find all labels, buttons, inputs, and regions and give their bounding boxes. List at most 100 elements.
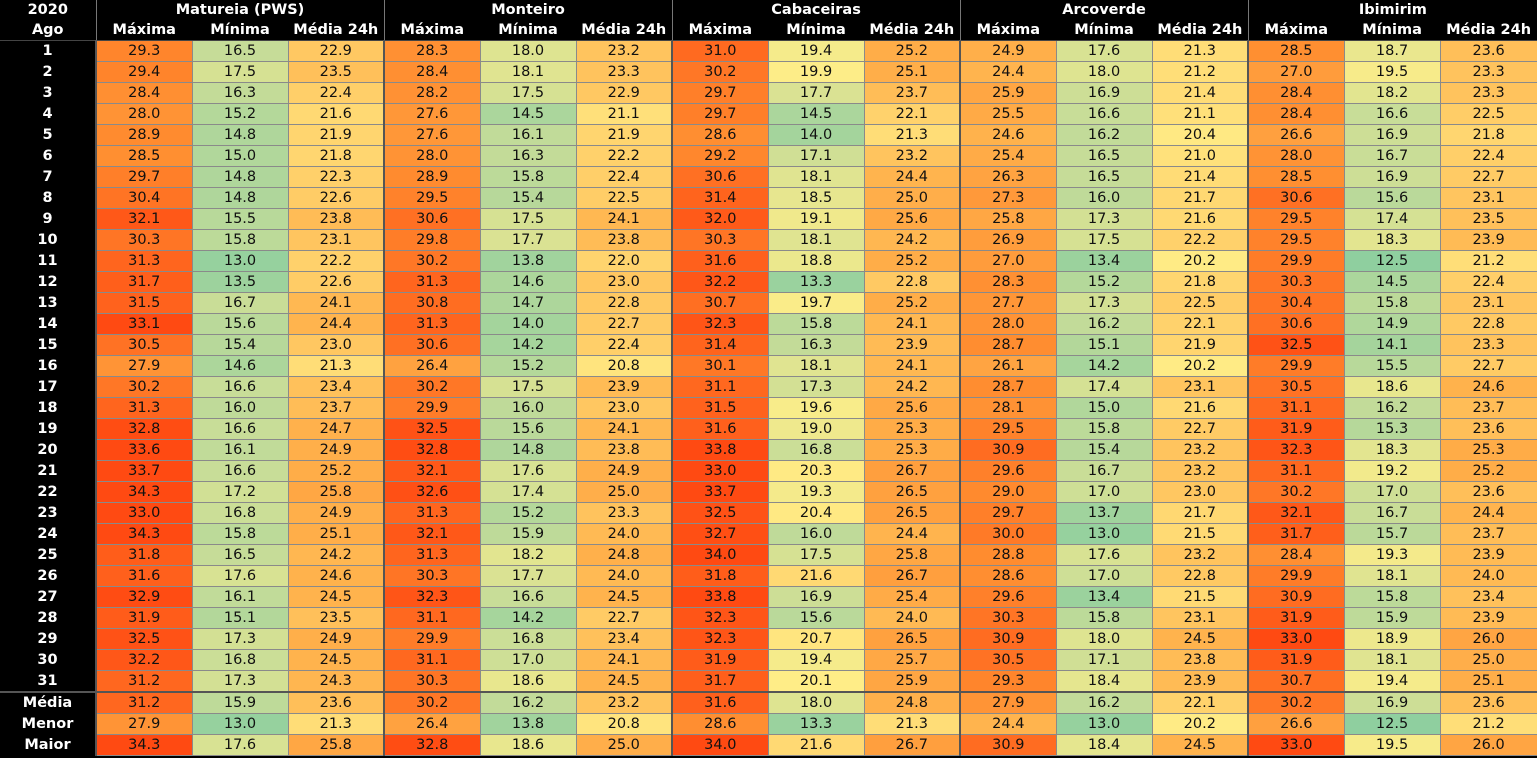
metric-header-cabaceiras-media-24h: Média 24h bbox=[864, 20, 961, 41]
heat-cell-ibimirim-media-24h: 23.9 bbox=[1439, 544, 1537, 566]
station-header-row: 2020 Matureia (PWS) Monteiro Cabaceiras … bbox=[0, 0, 1537, 20]
heat-cell-ibimirim-minima: 14.9 bbox=[1343, 313, 1441, 335]
heat-cell-cabaceiras-maxima: 33.0 bbox=[671, 460, 769, 482]
heat-cell-monteiro-maxima: 28.3 bbox=[383, 40, 481, 62]
heat-cell-matureia-pws-minima: 15.0 bbox=[191, 145, 289, 167]
heat-cell-monteiro-media-24h: 22.7 bbox=[575, 607, 673, 629]
heat-cell-cabaceiras-minima: 21.6 bbox=[767, 734, 865, 756]
heat-cell-monteiro-minima: 16.8 bbox=[479, 628, 577, 650]
heat-cell-arcoverde-minima: 15.8 bbox=[1055, 607, 1153, 629]
heat-cell-matureia-pws-media-24h: 22.9 bbox=[287, 40, 385, 62]
heat-cell-cabaceiras-media-24h: 25.6 bbox=[863, 208, 961, 230]
heat-cell-cabaceiras-media-24h: 24.4 bbox=[863, 523, 961, 545]
heat-cell-monteiro-maxima: 29.9 bbox=[383, 628, 481, 650]
heat-cell-matureia-pws-maxima: 29.4 bbox=[95, 61, 193, 83]
heat-cell-monteiro-minima: 17.5 bbox=[479, 376, 577, 398]
heat-cell-monteiro-maxima: 32.6 bbox=[383, 481, 481, 503]
heat-cell-matureia-pws-maxima: 31.5 bbox=[95, 292, 193, 314]
heat-cell-monteiro-maxima: 32.8 bbox=[383, 439, 481, 461]
heat-cell-monteiro-maxima: 29.8 bbox=[383, 229, 481, 251]
day-row-23: 23 33.0 16.8 24.9 31.3 15.2 23.3 32.5 20.4 26.5 29… bbox=[0, 502, 1537, 524]
day-row-18-label: 18 bbox=[0, 397, 96, 419]
heat-cell-arcoverde-minima: 18.4 bbox=[1055, 670, 1153, 693]
heat-cell-arcoverde-minima: 16.0 bbox=[1055, 187, 1153, 209]
heat-cell-monteiro-media-24h: 22.4 bbox=[575, 166, 673, 188]
heat-cell-ibimirim-maxima: 30.3 bbox=[1247, 271, 1345, 293]
heat-cell-cabaceiras-maxima: 32.3 bbox=[671, 313, 769, 335]
day-row-12-label: 12 bbox=[0, 271, 96, 293]
heat-cell-arcoverde-minima: 15.1 bbox=[1055, 334, 1153, 356]
heat-cell-cabaceiras-minima: 13.3 bbox=[767, 271, 865, 293]
heat-cell-matureia-pws-media-24h: 23.1 bbox=[287, 229, 385, 251]
heat-cell-ibimirim-maxima: 31.1 bbox=[1247, 397, 1345, 419]
heat-cell-ibimirim-maxima: 30.6 bbox=[1247, 187, 1345, 209]
day-row-20-label: 20 bbox=[0, 439, 96, 461]
heat-cell-ibimirim-minima: 16.9 bbox=[1343, 691, 1441, 714]
heat-cell-cabaceiras-maxima: 32.5 bbox=[671, 502, 769, 524]
heat-cell-monteiro-media-24h: 22.8 bbox=[575, 292, 673, 314]
heat-cell-cabaceiras-minima: 19.7 bbox=[767, 292, 865, 314]
heat-cell-arcoverde-media-24h: 21.0 bbox=[1151, 145, 1249, 167]
heat-cell-arcoverde-media-24h: 22.1 bbox=[1151, 313, 1249, 335]
heat-cell-arcoverde-maxima: 28.7 bbox=[959, 376, 1057, 398]
heat-cell-arcoverde-maxima: 27.3 bbox=[959, 187, 1057, 209]
day-row-8: 8 30.4 14.8 22.6 29.5 15.4 22.5 31.4 18.5 25.0 27.… bbox=[0, 187, 1537, 209]
heat-cell-cabaceiras-minima: 14.0 bbox=[767, 124, 865, 146]
heat-cell-monteiro-minima: 17.6 bbox=[479, 460, 577, 482]
heat-cell-monteiro-maxima: 26.4 bbox=[383, 713, 481, 735]
heat-cell-ibimirim-media-24h: 21.2 bbox=[1439, 713, 1537, 735]
heat-cell-matureia-pws-media-24h: 22.3 bbox=[287, 166, 385, 188]
heat-cell-cabaceiras-media-24h: 25.4 bbox=[863, 586, 961, 608]
heat-cell-arcoverde-media-24h: 23.1 bbox=[1151, 607, 1249, 629]
heat-cell-cabaceiras-maxima: 32.3 bbox=[671, 607, 769, 629]
heat-cell-cabaceiras-minima: 20.3 bbox=[767, 460, 865, 482]
heat-cell-arcoverde-maxima: 28.6 bbox=[959, 565, 1057, 587]
heat-cell-matureia-pws-minima: 14.8 bbox=[191, 124, 289, 146]
heat-cell-cabaceiras-media-24h: 25.7 bbox=[863, 649, 961, 671]
heat-cell-ibimirim-maxima: 32.1 bbox=[1247, 502, 1345, 524]
heat-cell-cabaceiras-media-24h: 26.5 bbox=[863, 502, 961, 524]
heat-cell-arcoverde-minima: 17.1 bbox=[1055, 649, 1153, 671]
heat-cell-arcoverde-maxima: 28.1 bbox=[959, 397, 1057, 419]
heat-cell-matureia-pws-maxima: 32.1 bbox=[95, 208, 193, 230]
day-row-18: 18 31.3 16.0 23.7 29.9 16.0 23.0 31.5 19.6 25.6 28… bbox=[0, 397, 1537, 419]
heat-cell-ibimirim-maxima: 27.0 bbox=[1247, 61, 1345, 83]
heat-cell-cabaceiras-media-24h: 26.7 bbox=[863, 734, 961, 756]
heat-cell-ibimirim-media-24h: 25.3 bbox=[1439, 439, 1537, 461]
heat-cell-matureia-pws-minima: 13.5 bbox=[191, 271, 289, 293]
heat-cell-matureia-pws-media-24h: 24.9 bbox=[287, 502, 385, 524]
heat-cell-ibimirim-minima: 15.5 bbox=[1343, 355, 1441, 377]
heat-cell-monteiro-maxima: 32.5 bbox=[383, 418, 481, 440]
day-row-5: 5 28.9 14.8 21.9 27.6 16.1 21.9 28.6 14.0 21.3 24.… bbox=[0, 124, 1537, 146]
metric-header-row: Ago Máxima Mínima Média 24h Máxima Mínima Médi… bbox=[0, 20, 1537, 41]
metric-header-ibimirim-minima: Mínima bbox=[1344, 20, 1441, 41]
heat-cell-ibimirim-maxima: 29.5 bbox=[1247, 208, 1345, 230]
heat-cell-cabaceiras-maxima: 30.6 bbox=[671, 166, 769, 188]
metric-header-matureia-pws-media-24h: Média 24h bbox=[288, 20, 385, 41]
heat-cell-matureia-pws-minima: 16.1 bbox=[191, 439, 289, 461]
heat-cell-ibimirim-maxima: 29.9 bbox=[1247, 565, 1345, 587]
heat-cell-cabaceiras-maxima: 31.4 bbox=[671, 187, 769, 209]
heat-cell-monteiro-media-24h: 24.8 bbox=[575, 544, 673, 566]
heat-cell-monteiro-maxima: 31.1 bbox=[383, 607, 481, 629]
day-row-1: 1 29.3 16.5 22.9 28.3 18.0 23.2 31.0 19.4 25.2 24.… bbox=[0, 40, 1537, 62]
day-row-28-label: 28 bbox=[0, 607, 96, 629]
summary-row-maior-label: Maior bbox=[0, 734, 96, 756]
day-row-15: 15 30.5 15.4 23.0 30.6 14.2 22.4 31.4 16.3 23.9 28… bbox=[0, 334, 1537, 356]
heat-cell-monteiro-maxima: 31.3 bbox=[383, 271, 481, 293]
heat-cell-matureia-pws-maxima: 33.6 bbox=[95, 439, 193, 461]
heat-cell-arcoverde-media-24h: 24.5 bbox=[1151, 734, 1249, 756]
heat-cell-monteiro-media-24h: 24.9 bbox=[575, 460, 673, 482]
heat-cell-ibimirim-minima: 18.2 bbox=[1343, 82, 1441, 104]
heat-cell-matureia-pws-minima: 16.8 bbox=[191, 502, 289, 524]
heat-cell-monteiro-minima: 15.4 bbox=[479, 187, 577, 209]
heat-cell-arcoverde-media-24h: 21.1 bbox=[1151, 103, 1249, 125]
heat-cell-monteiro-media-24h: 22.7 bbox=[575, 313, 673, 335]
heat-cell-matureia-pws-media-24h: 23.4 bbox=[287, 376, 385, 398]
heat-cell-arcoverde-minima: 13.7 bbox=[1055, 502, 1153, 524]
heat-cell-matureia-pws-minima: 16.5 bbox=[191, 544, 289, 566]
heat-cell-monteiro-media-24h: 21.9 bbox=[575, 124, 673, 146]
heat-cell-ibimirim-maxima: 31.9 bbox=[1247, 418, 1345, 440]
heat-cell-arcoverde-media-24h: 20.2 bbox=[1151, 713, 1249, 735]
heat-cell-cabaceiras-minima: 20.1 bbox=[767, 670, 865, 693]
